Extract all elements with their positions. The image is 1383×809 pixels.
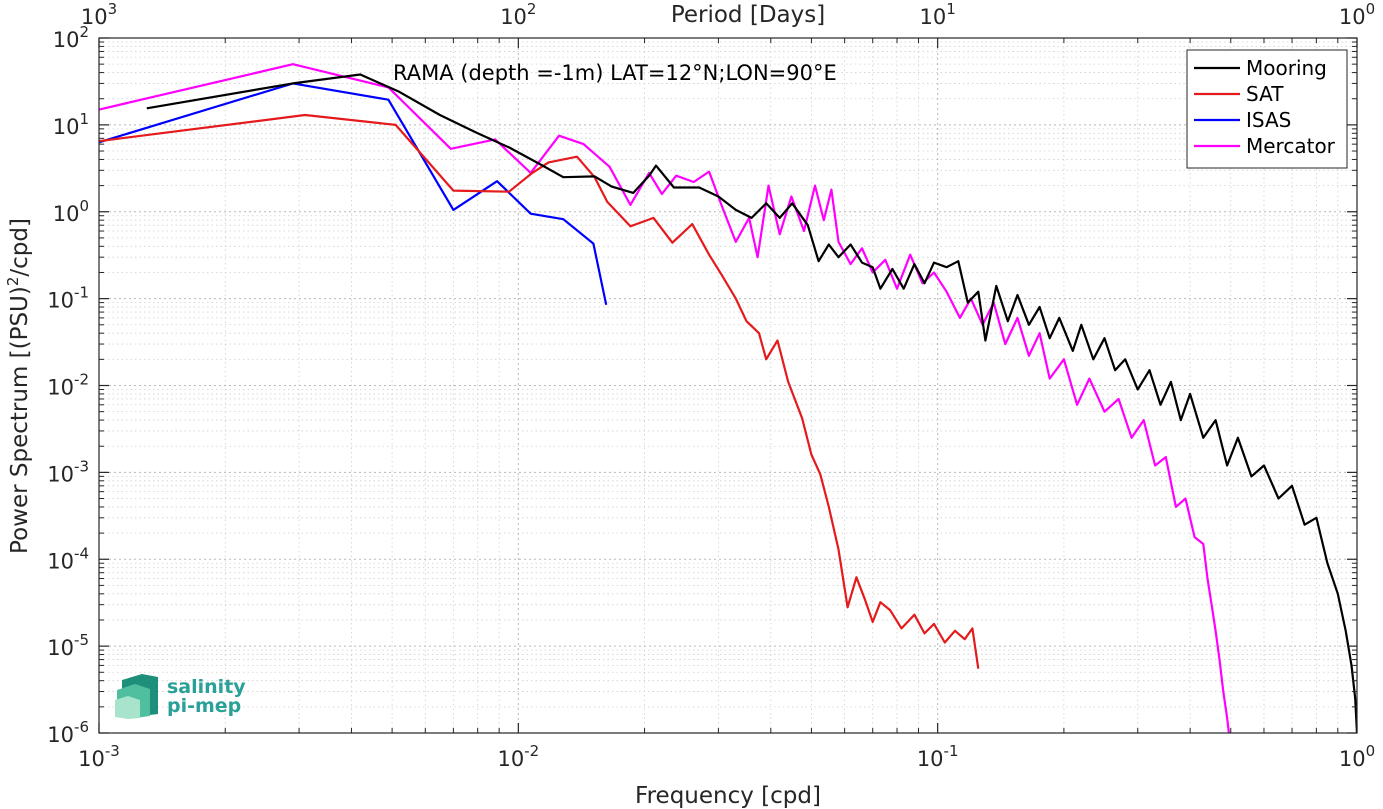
x-axis-label: Frequency [cpd] [635,783,821,809]
y-axis-label-sup: 2 [4,277,22,287]
y-tick-label: 100 [53,197,89,226]
series-line-isas [99,82,608,306]
series-line-mercator [99,63,1230,733]
y-tick-label: 10-4 [47,544,89,573]
legend-label-mercator: Mercator [1246,134,1336,158]
y-tick-label: 10-6 [47,718,89,747]
top-x-tick-label: 100 [1339,0,1375,29]
top-x-axis-label: Period [Days] [671,2,825,28]
x-tick-label: 10-3 [78,742,120,771]
series-line-mooring [146,73,1357,733]
y-axis-label-pre: Power Spectrum [(PSU) [7,286,33,554]
y-axis-label-post: /cpd] [7,218,33,277]
y-tick-label: 10-5 [47,631,89,660]
y-tick-label: 10-1 [47,284,89,313]
y-tick-label: 10-3 [47,457,89,486]
x-tick-label: 10-2 [497,742,539,771]
logo-text-salinity: salinity [167,676,246,698]
y-tick-label: 101 [53,110,89,139]
series-layer [99,63,1357,733]
y-tick-label: 102 [53,23,89,52]
salinity-pi-mep-logo: salinity pi-mep [115,674,246,719]
x-tick-label: 100 [1339,742,1375,771]
top-x-tick-label: 103 [81,0,117,29]
logo-text-pi-mep: pi-mep [167,695,241,717]
top-x-tick-label: 101 [920,0,956,29]
y-axis-label: Power Spectrum [(PSU)2/cpd] [4,218,33,554]
y-tick-label: 10-2 [47,371,89,400]
legend-label-mooring: Mooring [1246,56,1327,80]
legend-label-sat: SAT [1246,82,1284,106]
legend-label-isas: ISAS [1246,108,1291,132]
chart-title: RAMA (depth =-1m) LAT=12°N;LON=90°E [393,61,837,85]
series-line-sat [99,113,980,669]
x-tick-label: 10-1 [917,742,959,771]
logo-mark-front [115,696,140,719]
top-x-tick-label: 102 [500,0,536,29]
legend-box [1186,49,1348,169]
ticks-layer [98,37,1358,734]
